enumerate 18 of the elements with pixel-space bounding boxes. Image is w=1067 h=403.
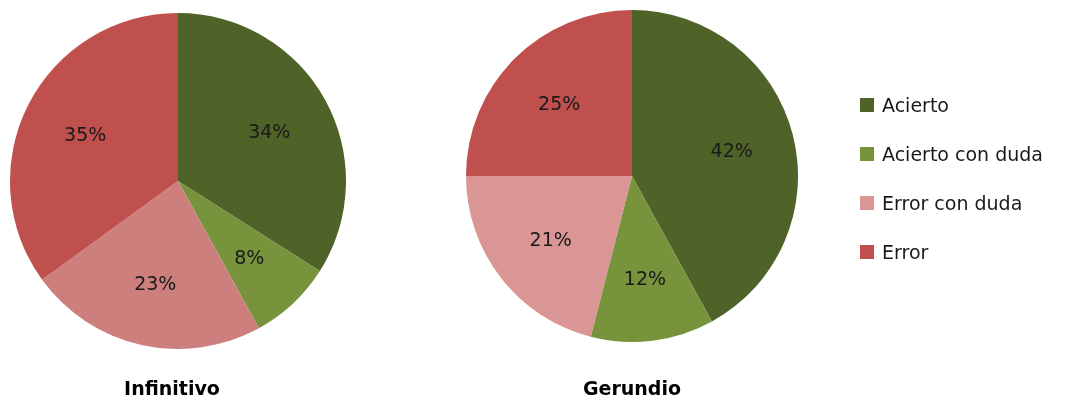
- data-label: 21%: [529, 228, 572, 251]
- text: Infinitivo: [124, 377, 220, 399]
- pie-slice: [178, 13, 346, 272]
- data-label: 12%: [623, 267, 667, 290]
- data-label: 23%: [134, 271, 177, 294]
- data-label: 8%: [234, 245, 265, 268]
- text: Gerundio: [582, 377, 682, 399]
- legend-label: Acierto con duda: [882, 143, 1043, 165]
- pie-slice: [590, 176, 712, 342]
- data-label: 34%: [248, 119, 291, 142]
- legend-label: Error: [882, 241, 929, 263]
- legend-label: Acierto: [882, 94, 949, 116]
- data-label: 35%: [64, 122, 107, 145]
- pie-slice: [178, 181, 320, 329]
- data-label: 42%: [710, 139, 753, 162]
- pie-slice: [466, 10, 632, 176]
- data-label: 25%: [538, 92, 581, 115]
- legend-label: Error con duda: [882, 192, 1023, 214]
